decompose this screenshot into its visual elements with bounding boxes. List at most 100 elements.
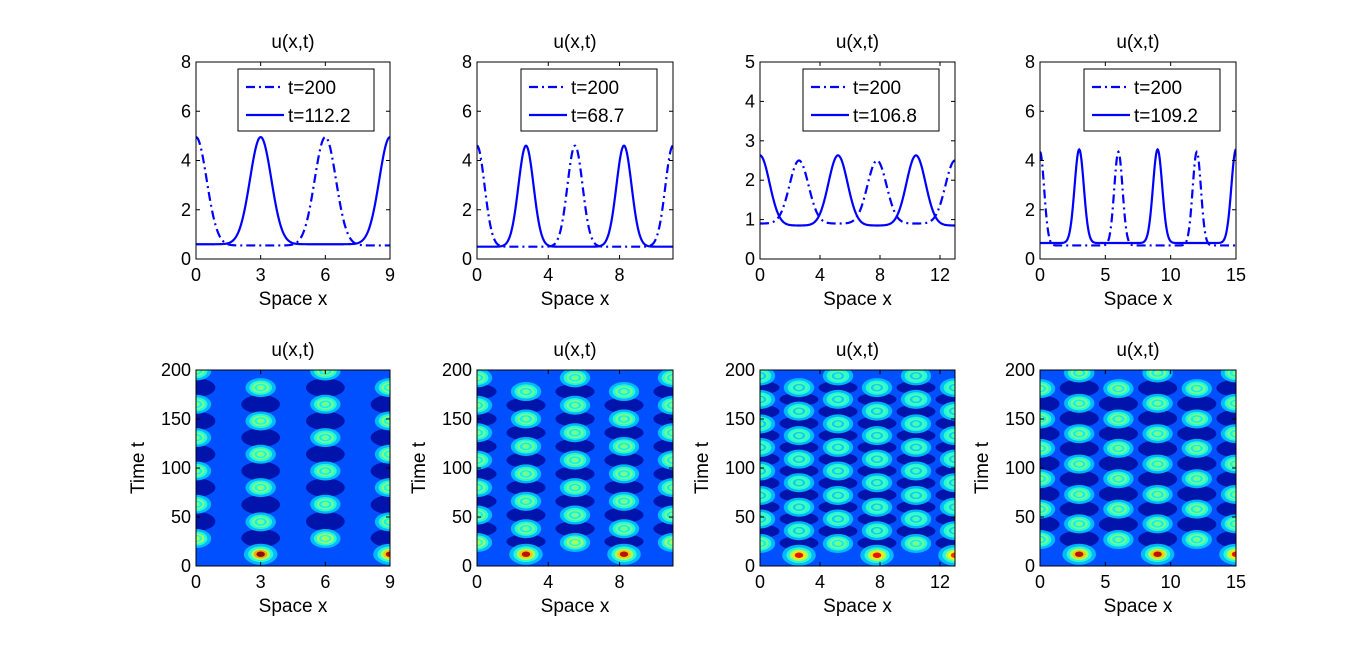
heatmap-spot: [760, 533, 776, 553]
x-tick-label: 4: [543, 265, 553, 285]
heatmap-spot: [245, 478, 276, 498]
axes-box: [476, 369, 674, 567]
y-tick-label: 0: [745, 249, 755, 269]
heatmap-trough: [555, 383, 595, 400]
heatmap-spot: [196, 461, 212, 481]
heatmap-spot: [760, 509, 776, 529]
heatmap-trough: [779, 512, 819, 526]
series-line-1: [477, 144, 673, 248]
heatmap-spot: [477, 532, 493, 552]
series-line-1: [1040, 150, 1236, 247]
heatmap-spot-layer: [1232, 370, 1236, 376]
heatmap-spot-layer: [522, 526, 530, 532]
x-tick-label: 8: [615, 572, 625, 592]
heatmap-field: [196, 370, 390, 566]
heatmap-spot-layer: [386, 519, 390, 525]
heatmap-trough: [241, 529, 281, 548]
heatmap-spot-layer: [256, 418, 265, 424]
heatmap-spot: [939, 473, 955, 493]
legend-box: [802, 68, 940, 132]
heatmap-spot: [310, 529, 341, 549]
heatmap-spot: [477, 423, 493, 443]
x-tick-label: 0: [191, 265, 201, 285]
heatmap-spot-layer: [477, 375, 481, 381]
y-tick-label: 0: [181, 556, 191, 576]
heatmap-spot-layer: [1193, 445, 1201, 451]
subplot-7: u(x,t) Space x Time t 0 4 8 12 0 50 100 150 200: [692, 340, 956, 617]
heatmap-spot-layer: [1114, 416, 1123, 422]
heatmap-spot-layer: [1114, 476, 1123, 482]
heatmap-spot: [374, 478, 390, 498]
y-tick-label: 0: [462, 556, 472, 576]
heatmap-spot: [939, 521, 955, 541]
x-tick-label: 3: [256, 265, 266, 285]
heatmap-spot-layer: [1075, 461, 1083, 467]
heatmap-spot: [559, 370, 591, 388]
legend-entry: t=200: [571, 78, 619, 99]
x-tick-label: 15: [1226, 265, 1246, 285]
heatmap-trough: [1177, 425, 1217, 442]
heatmap-spot: [1040, 530, 1056, 550]
heatmap-trough: [1216, 470, 1236, 488]
heatmap-spot: [1040, 409, 1056, 429]
heatmap-spot: [510, 436, 542, 456]
heatmap-spot-layer: [385, 551, 390, 557]
legend-entry: t=200: [1134, 78, 1182, 99]
heatmap-spot-layer: [1153, 431, 1162, 437]
heatmap-spot-layer: [873, 480, 881, 486]
series-line-2: [1040, 147, 1236, 245]
heatmap-spot: [657, 450, 673, 470]
y-tick-label: 100: [725, 458, 755, 478]
heatmap-spot-layer: [477, 430, 481, 436]
heatmap-spot: [760, 389, 776, 409]
axes-box: [1039, 61, 1237, 260]
x-axis-label: Space x: [1104, 596, 1173, 617]
heatmap-spot-layer: [912, 396, 920, 402]
legend: t=200 t=109.2: [1083, 68, 1221, 132]
heatmap-spot-layer: [834, 540, 842, 546]
heatmap-spot: [783, 401, 815, 421]
subplot-title: u(x,t): [836, 32, 879, 53]
heatmap-trough: [241, 495, 281, 515]
heatmap-spot-layer: [571, 375, 579, 381]
heatmap-spot-layer: [795, 456, 803, 462]
heatmap-trough: [555, 438, 595, 455]
heatmap-spot-layer: [873, 504, 881, 510]
heatmap-trough: [1059, 440, 1099, 458]
x-tick-label: 4: [815, 572, 825, 592]
heatmap-spot-layer: [386, 385, 390, 391]
heatmap-spot: [1220, 370, 1236, 383]
heatmap-trough: [1177, 455, 1217, 473]
heatmap-spot: [900, 414, 932, 434]
heatmap-spot-layer: [795, 433, 803, 439]
heatmap-spot: [607, 543, 641, 565]
heatmap-spot-layer: [1075, 521, 1083, 527]
heatmap-trough: [653, 383, 673, 400]
heatmap-spot: [760, 414, 776, 434]
heatmap-spot: [760, 437, 776, 457]
legend-entry: t=112.2: [288, 106, 351, 127]
heatmap-spot-layer: [1231, 551, 1236, 557]
heatmap-spot-layer: [321, 501, 330, 507]
heatmap-trough: [779, 392, 819, 406]
series-line-2: [760, 154, 955, 227]
heatmap-spot: [657, 370, 673, 388]
heatmap-trough: [1138, 440, 1178, 458]
heatmap-spot-layer: [1040, 506, 1044, 512]
heatmap-spot-layer: [795, 504, 803, 510]
y-tick-label: 150: [161, 409, 191, 429]
heatmap-spot: [559, 395, 591, 415]
y-tick-label: 2: [462, 200, 472, 220]
heatmap-spot: [861, 449, 893, 469]
y-tick-label: 6: [462, 101, 472, 121]
heatmap-spot-layer: [321, 536, 330, 542]
heatmap-spot: [1103, 530, 1134, 550]
heatmap-trough: [857, 464, 897, 478]
heatmap-spot-layer: [834, 444, 842, 450]
heatmap-spot-layer: [834, 468, 842, 474]
heatmap-spot: [374, 444, 390, 464]
heatmap-spot-layer: [1075, 370, 1083, 376]
heatmap-trough: [604, 507, 644, 523]
heatmap-spot-layer: [1232, 400, 1236, 406]
